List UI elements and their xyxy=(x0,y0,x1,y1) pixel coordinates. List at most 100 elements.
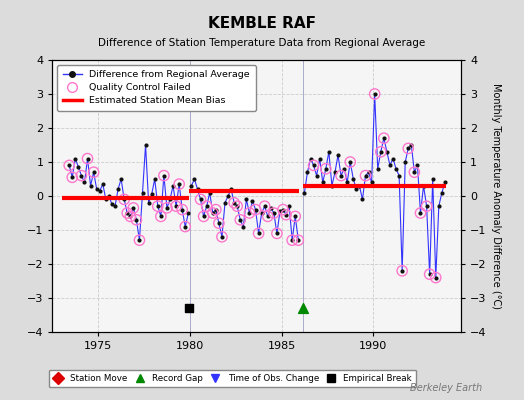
Point xyxy=(242,196,250,202)
Point xyxy=(331,169,339,175)
Point xyxy=(77,172,85,179)
Point xyxy=(205,189,214,196)
Point xyxy=(434,203,443,209)
Point xyxy=(395,172,403,179)
Point xyxy=(68,174,77,180)
Point xyxy=(337,172,345,179)
Point xyxy=(163,205,171,211)
Point xyxy=(181,223,190,230)
Point xyxy=(322,166,330,172)
Point xyxy=(416,210,424,216)
Point xyxy=(71,155,80,162)
Point xyxy=(212,206,220,213)
Point xyxy=(300,189,309,196)
Point xyxy=(65,162,73,169)
Point xyxy=(86,182,95,189)
Point xyxy=(160,172,168,179)
Point xyxy=(254,230,263,236)
Point xyxy=(230,200,238,206)
Point xyxy=(77,172,85,179)
Point xyxy=(367,179,376,186)
Point xyxy=(328,182,336,189)
Text: Difference of Station Temperature Data from Regional Average: Difference of Station Temperature Data f… xyxy=(99,38,425,48)
Point xyxy=(260,203,269,209)
Point xyxy=(123,210,132,216)
Point xyxy=(129,205,137,211)
Point xyxy=(187,182,195,189)
Point xyxy=(254,230,263,236)
Point xyxy=(99,181,107,187)
Point xyxy=(120,196,128,202)
Point xyxy=(93,186,101,192)
Point xyxy=(364,169,373,175)
Point xyxy=(432,274,440,281)
Point xyxy=(145,200,153,206)
Point xyxy=(309,162,318,169)
Point xyxy=(200,213,208,220)
Point xyxy=(108,201,116,208)
Point xyxy=(272,230,281,236)
Point xyxy=(157,213,165,220)
Point xyxy=(294,237,302,243)
Point xyxy=(416,210,424,216)
Point xyxy=(404,145,412,152)
Point xyxy=(337,172,345,179)
Point xyxy=(315,155,324,162)
Point xyxy=(215,220,223,226)
Point xyxy=(236,216,245,223)
Point xyxy=(117,176,125,182)
Point xyxy=(233,203,242,209)
Point xyxy=(105,193,113,199)
Point xyxy=(129,205,137,211)
Point xyxy=(288,237,297,243)
Point xyxy=(135,237,144,243)
Point xyxy=(154,203,162,209)
Point xyxy=(215,220,223,226)
Point xyxy=(389,155,397,162)
Point xyxy=(404,145,412,152)
Point xyxy=(379,135,388,141)
Point xyxy=(425,271,434,278)
Point xyxy=(68,174,77,180)
Point xyxy=(147,191,156,198)
Point xyxy=(272,230,281,236)
Point xyxy=(227,186,235,192)
Point xyxy=(218,234,226,240)
Point xyxy=(90,169,98,175)
Point xyxy=(224,193,232,199)
Point xyxy=(252,206,260,213)
Point xyxy=(270,210,278,216)
Point xyxy=(83,155,92,162)
Point xyxy=(230,200,238,206)
Point xyxy=(279,206,287,213)
Point xyxy=(166,196,174,202)
Point xyxy=(221,200,229,206)
Point xyxy=(370,91,379,97)
Point xyxy=(392,166,400,172)
Point xyxy=(181,223,190,230)
Point xyxy=(178,206,187,213)
Point xyxy=(236,216,245,223)
Point xyxy=(114,186,122,192)
Point xyxy=(196,196,205,202)
Point xyxy=(95,188,104,194)
Point xyxy=(257,210,266,216)
Point xyxy=(270,210,278,216)
Point xyxy=(309,162,318,169)
Point xyxy=(413,162,422,169)
Point xyxy=(141,142,150,148)
Point xyxy=(233,203,242,209)
Legend: Station Move, Record Gap, Time of Obs. Change, Empirical Break: Station Move, Record Gap, Time of Obs. C… xyxy=(49,370,417,388)
Y-axis label: Monthly Temperature Anomaly Difference (°C): Monthly Temperature Anomaly Difference (… xyxy=(491,83,501,309)
Point xyxy=(358,196,367,202)
Point xyxy=(288,237,297,243)
Point xyxy=(83,155,92,162)
Point xyxy=(276,208,284,214)
Point xyxy=(303,169,312,175)
Point xyxy=(377,148,385,155)
Point xyxy=(135,237,144,243)
Point xyxy=(322,166,330,172)
Point xyxy=(126,213,135,220)
Point xyxy=(398,268,406,274)
Point xyxy=(260,203,269,209)
